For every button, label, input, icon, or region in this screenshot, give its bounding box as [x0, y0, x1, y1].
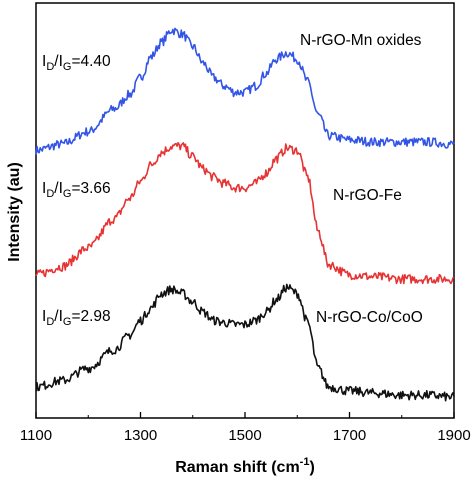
x-tick-label: 1500	[228, 427, 261, 444]
y-axis-title: Intensity (au)	[6, 162, 23, 262]
series-line-2	[35, 142, 455, 285]
series-name-fe: N-rGO-Fe	[333, 187, 402, 204]
series-layer	[35, 27, 455, 402]
series-line-1	[35, 27, 455, 155]
x-tick-label: 1700	[333, 427, 366, 444]
x-tick-label: 1100	[20, 427, 52, 444]
series-line-3	[35, 283, 455, 402]
ratio-label-mn: ID/IG=4.40	[42, 53, 111, 73]
ratio-label-co: ID/IG=2.98	[42, 308, 111, 328]
x-tick-label: 1300	[124, 427, 157, 444]
ratio-label-fe: ID/IG=3.66	[42, 180, 111, 200]
x-axis-ticks: 1100 1300 1500 1700 1900	[20, 412, 471, 444]
x-tick-label: 1900	[437, 427, 470, 444]
series-name-mn: N-rGO-Mn oxides	[300, 32, 422, 49]
x-axis-title: Raman shift (cm-1)	[175, 456, 315, 476]
series-name-co: N-rGO-Co/CoO	[316, 309, 423, 326]
